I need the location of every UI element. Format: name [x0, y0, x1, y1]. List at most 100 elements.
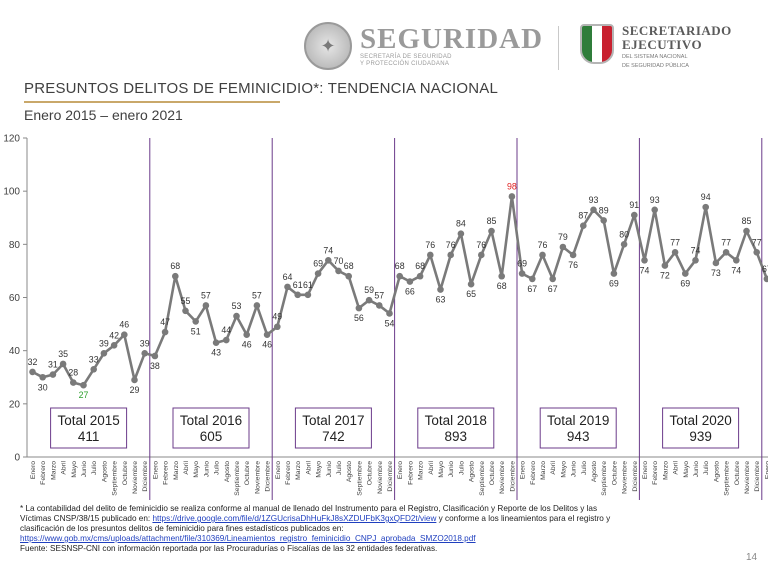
data-point [131, 376, 138, 384]
x-month-label: Agosto [469, 461, 476, 482]
data-point [488, 227, 495, 235]
data-label: 57 [374, 290, 384, 300]
data-point [253, 302, 261, 309]
data-label: 68 [497, 281, 507, 291]
year-total-value: 943 [567, 429, 590, 444]
x-month-label: Julio [581, 461, 588, 475]
x-month-label: Abril [550, 461, 557, 475]
x-month-label: Diciembre [387, 461, 394, 492]
data-label: 67 [548, 284, 558, 294]
x-month-label: Agosto [591, 461, 598, 482]
x-month-label: Junio [326, 461, 333, 477]
data-point [508, 193, 516, 200]
data-label: 93 [589, 195, 599, 205]
x-month-label: Junio [571, 461, 578, 477]
data-point [631, 211, 638, 219]
footnote-line-3: clasificación de los presuntos delitos d… [20, 524, 344, 533]
manual-link[interactable]: https://drive.google.com/file/d/1ZGUcris… [152, 514, 437, 523]
seguridad-sub-1: SECRETARÍA DE SEGURIDAD [360, 54, 452, 60]
title-underline [24, 101, 280, 103]
footnote-source: Fuente: SESNSP-CNI con información repor… [20, 544, 438, 553]
series-line [31, 195, 768, 387]
year-total-label: Total 2018 [425, 413, 487, 428]
data-point [161, 328, 169, 336]
x-month-label: Septiembre [724, 461, 731, 496]
page-title: PRESUNTOS DELITOS DE FEMINICIDIO*: TENDE… [24, 80, 499, 97]
x-month-label: Abril [673, 461, 680, 475]
data-point [682, 270, 689, 277]
year-total-label: Total 2019 [547, 413, 609, 428]
x-month-label: Mayo [438, 461, 445, 478]
x-month-label: Enero [764, 461, 768, 479]
x-month-label: Septiembre [601, 461, 608, 496]
data-label: 27 [79, 390, 89, 400]
y-tick-label: 20 [9, 399, 21, 410]
footnote-line-2-pre: Víctimas CNSP/38/15 publicado en: [20, 514, 153, 523]
data-label: 74 [731, 265, 741, 275]
data-point [110, 342, 118, 349]
x-month-label: Marzo [173, 461, 180, 480]
data-point [304, 291, 312, 299]
data-label: 65 [466, 289, 476, 299]
data-label: 69 [517, 259, 527, 269]
footnote: * La contabilidad del delito de feminici… [20, 504, 740, 554]
data-label: 32 [28, 357, 38, 367]
footnote-line-2-post: y conforme a los lineamientos para el re… [436, 514, 611, 523]
data-point [753, 249, 760, 256]
data-label: 69 [313, 259, 323, 269]
x-month-label: Enero [397, 461, 404, 479]
x-month-label: Abril [183, 461, 190, 475]
data-label: 33 [89, 354, 99, 364]
x-month-label: Enero [275, 461, 282, 479]
data-point [416, 272, 424, 280]
data-point [427, 251, 434, 259]
data-point [376, 302, 383, 309]
data-label: 72 [660, 271, 670, 281]
data-label: 94 [701, 192, 711, 202]
x-month-label: Noviembre [254, 461, 261, 494]
data-label: 77 [752, 237, 762, 247]
national-seal-icon: ✦ [304, 22, 352, 70]
page-subtitle: Enero 2015 – enero 2021 [24, 107, 183, 123]
x-month-label: Abril [61, 461, 68, 475]
x-month-label: Junio [203, 461, 210, 477]
data-label: 28 [68, 368, 78, 378]
data-label: 93 [650, 195, 660, 205]
x-month-label: Diciembre [265, 461, 272, 492]
data-point [192, 318, 199, 325]
data-label: 29 [130, 385, 140, 395]
x-month-label: Agosto [224, 461, 231, 482]
y-tick-label: 120 [3, 134, 20, 145]
x-month-label: Mayo [316, 461, 323, 478]
sesnsp-sub-1: DEL SISTEMA NACIONAL [622, 54, 688, 60]
data-label: 46 [119, 320, 129, 330]
year-total-label: Total 2015 [57, 413, 119, 428]
data-label: 39 [140, 338, 150, 348]
x-month-label: Febrero [530, 461, 537, 485]
data-label: 66 [405, 287, 415, 297]
data-point [274, 323, 281, 331]
data-label: 77 [670, 237, 680, 247]
data-point [172, 272, 179, 280]
data-label: 76 [538, 240, 548, 250]
data-label: 67 [762, 264, 768, 274]
data-label: 85 [487, 216, 497, 226]
data-label: 69 [609, 279, 619, 289]
data-point [365, 296, 373, 304]
data-label: 54 [385, 318, 395, 328]
x-month-label: Marzo [418, 461, 425, 480]
data-point [743, 227, 750, 235]
data-label: 53 [232, 301, 242, 311]
lineamientos-link[interactable]: https://www.gob.mx/cms/uploads/attachmen… [20, 534, 476, 543]
sesnsp-shield-icon [580, 24, 614, 64]
data-label: 47 [160, 317, 170, 327]
data-label: 59 [364, 285, 374, 295]
x-month-label: Febrero [652, 461, 659, 485]
data-point [223, 336, 230, 344]
x-month-label: Septiembre [356, 461, 363, 496]
x-month-label: Mayo [193, 461, 200, 478]
x-month-label: Marzo [540, 461, 547, 480]
data-point [722, 249, 730, 256]
data-point [263, 331, 271, 339]
data-label: 49 [272, 312, 282, 322]
